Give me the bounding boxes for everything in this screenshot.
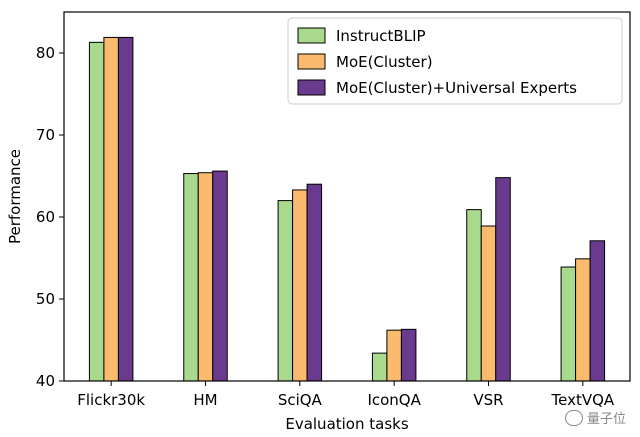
legend-label: InstructBLIP [336, 27, 426, 45]
legend-label: MoE(Cluster) [336, 53, 433, 71]
bar-moe-cluster-universal-experts-iconqa [400, 328, 417, 382]
bar-moe-cluster-textvqa [575, 258, 591, 382]
legend-swatch [297, 27, 326, 44]
bar-moe-cluster-universal-experts-flickr30k [117, 36, 134, 382]
bar-moe-cluster-iconqa [386, 329, 402, 382]
bar-moe-cluster-universal-experts-textvqa [589, 240, 606, 382]
y-axis: 40 50 60 70 80 [36, 44, 64, 390]
bar-instructblip-iconqa [371, 352, 388, 382]
x-axis-label: Evaluation tasks [285, 415, 408, 433]
x-tick-label: HM [193, 391, 217, 409]
watermark: 量子位 [564, 408, 626, 427]
y-tick-label: 50 [36, 290, 55, 308]
bar-moe-cluster-universal-experts-hm [212, 170, 228, 382]
x-tick-label: SciQA [278, 391, 323, 409]
bar-instructblip-vsr [466, 209, 482, 382]
legend-swatch [297, 53, 326, 70]
x-axis: Flickr30k HM SciQA IconQA VSR TextVQA [77, 381, 615, 409]
bar-moe-cluster-universal-experts-sciqa [306, 183, 323, 382]
bar-moe-cluster-hm [197, 172, 214, 382]
bar-instructblip-textvqa [560, 266, 577, 382]
y-tick-label: 80 [36, 44, 55, 62]
x-tick-label: TextVQA [550, 391, 614, 409]
x-tick-label: VSR [473, 391, 503, 409]
legend: InstructBLIP MoE(Cluster) MoE(Cluster)+Uni… [287, 17, 623, 105]
plot-frame [63, 11, 631, 382]
y-tick-label: 60 [36, 208, 55, 226]
wechat-icon [564, 409, 583, 426]
y-tick-label: 40 [36, 372, 55, 390]
y-tick-label: 70 [36, 126, 55, 144]
bar-moe-cluster-flickr30k [103, 36, 119, 382]
bar-moe-cluster-sciqa [292, 189, 308, 382]
legend-swatch [297, 79, 326, 96]
legend-label: MoE(Cluster)+Universal Experts [336, 79, 577, 97]
bar-moe-cluster-universal-experts-vsr [495, 177, 511, 382]
legend-box [287, 17, 623, 105]
watermark-text: 量子位 [586, 412, 626, 427]
bar-instructblip-sciqa [277, 200, 294, 382]
bar-moe-cluster-vsr [480, 225, 497, 382]
y-axis-label: Performance [6, 149, 24, 244]
x-tick-label: IconQA [367, 391, 421, 409]
bar-instructblip-flickr30k [88, 41, 105, 382]
bar-instructblip-hm [183, 173, 199, 382]
x-tick-label: Flickr30k [77, 391, 145, 409]
bars-group [88, 36, 606, 382]
